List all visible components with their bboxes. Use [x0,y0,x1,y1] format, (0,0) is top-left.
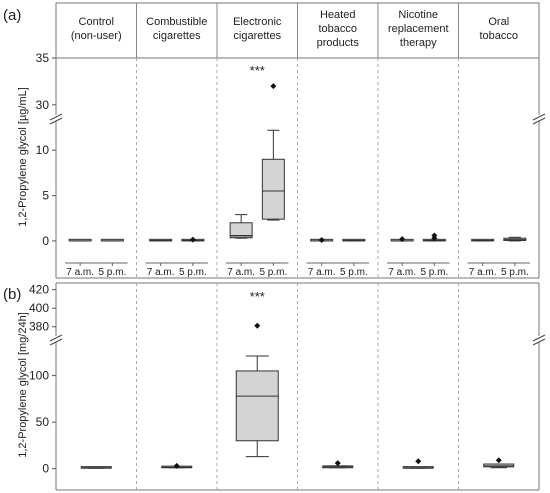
y-tick-label-a: 0 [42,234,49,248]
outlier-point-a [270,83,277,90]
y-tick-label-a: 35 [36,51,50,65]
axis-break-b-left [49,334,63,342]
group-label: cigarettes [233,30,281,42]
outlier-point-b [495,457,502,464]
y-tick-label-a: 10 [36,143,50,157]
group-label: Combustible [146,16,207,28]
time-label-7am: 7 a.m. [66,267,94,278]
group-label: tobacco [318,23,357,35]
axis-break-a-left-gap [50,115,62,121]
group-label: cigarettes [153,30,201,42]
time-label-5pm: 5 p.m. [340,267,368,278]
time-label-5pm: 5 p.m. [179,267,207,278]
axis-break-a-left [49,117,63,125]
axis-break-b-right-gap [533,336,545,342]
y-tick-label-b: 420 [29,283,49,297]
time-label-5pm: 5 p.m. [420,267,448,278]
box-upper-a [230,222,253,236]
panel-frames [55,2,540,491]
significance-marker-a: *** [250,63,265,78]
time-label-5pm: 5 p.m. [501,267,529,278]
outlier-point-b [415,458,422,465]
panel-label-b: (b) [3,286,21,303]
group-label: Heated [320,9,355,21]
y-tick-label-b: 100 [29,369,49,383]
time-label-7am: 7 a.m. [308,267,336,278]
axis-break-b-right [532,334,546,342]
plot-a: 0 5 10 30 35 7 a.m. 5 p.m. 7 a.m. 5 p.m. 7 a.m. 5 … [36,51,546,278]
y-tick-label-b: 0 [42,462,49,476]
y-axis-title-b: 1,2-Propylene glycol [mg/24h] [17,312,29,458]
box-lower-a [230,235,253,238]
plot-b: 0 50 100 380 400 420 *** [29,283,546,476]
outlier-point-a [318,237,325,244]
group-label: (non-user) [71,30,122,42]
box-a [261,158,285,220]
time-label-5pm: 5 p.m. [259,267,287,278]
panel-label-a: (a) [3,7,21,24]
axis-break-a-right [532,117,546,125]
time-label-7am: 7 a.m. [469,267,497,278]
outlier-point-b [334,460,341,467]
group-label: therapy [400,37,437,49]
y-tick-label-a: 30 [36,98,50,112]
box-outline-a [229,222,253,239]
outlier-point-b [173,462,180,469]
axis-break-a-right [532,113,546,121]
group-label: replacement [388,23,449,35]
outlier-point-b [254,322,261,329]
time-label-5pm: 5 p.m. [98,267,126,278]
outlier-point-a [189,236,196,243]
axis-break-b-right [532,338,546,346]
y-tick-label-b: 400 [29,301,49,315]
axis-break-b-left-gap [50,336,62,342]
group-label: Control [79,16,114,28]
y-axis-title-a: 1,2-Propylene glycol [µg/mL] [17,87,29,227]
group-label: tobacco [479,30,518,42]
group-headers: Control (non-user) Combustible cigarettes El… [71,9,518,49]
axis-break-a-left [49,113,63,121]
time-label-7am: 7 a.m. [147,267,175,278]
y-tick-label-b: 50 [36,415,50,429]
group-label: products [317,37,360,49]
group-label: Electronic [233,16,282,28]
time-label-7am: 7 a.m. [227,267,255,278]
y-tick-label-a: 5 [42,189,49,203]
y-tick-label-b: 380 [29,320,49,334]
box-b [235,370,279,442]
group-label: Oral [488,16,509,28]
group-label: Nicotine [398,9,438,21]
time-label-7am: 7 a.m. [388,267,416,278]
axis-break-b-left [49,338,63,346]
significance-marker-b: *** [250,289,265,304]
outlier-point-a [431,232,438,239]
axis-break-a-right-gap [533,115,545,121]
outlier-point-a [399,236,406,243]
